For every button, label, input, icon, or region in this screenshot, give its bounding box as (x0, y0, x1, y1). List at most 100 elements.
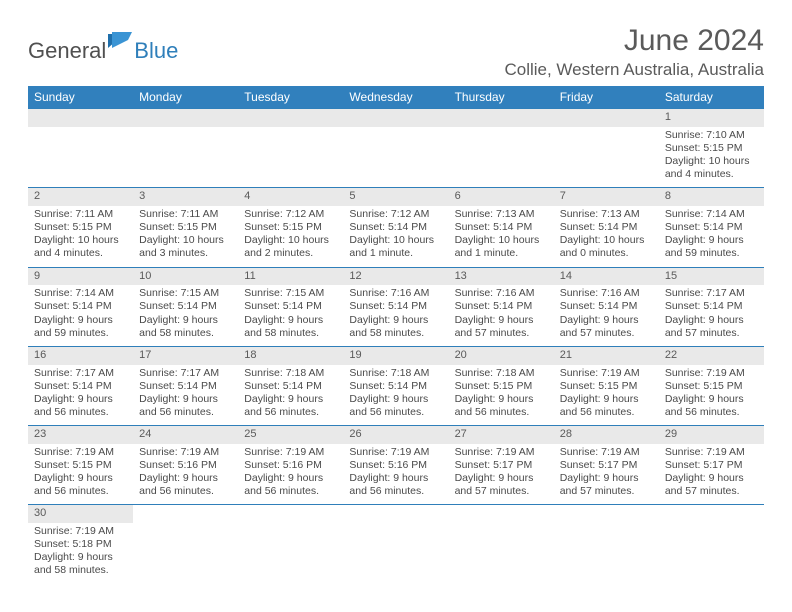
sunrise-text: Sunrise: 7:15 AM (139, 287, 232, 300)
sunset-text: Sunset: 5:15 PM (139, 221, 232, 234)
day-number: 20 (455, 349, 467, 361)
sunset-text: Sunset: 5:14 PM (349, 380, 442, 393)
daylight-text: Daylight: 9 hours (139, 472, 232, 485)
day-number: 28 (560, 428, 572, 440)
daylight-text: and 59 minutes. (34, 327, 127, 340)
sunset-text: Sunset: 5:14 PM (665, 221, 758, 234)
daylight-text: and 56 minutes. (139, 406, 232, 419)
daylight-text: and 56 minutes. (349, 485, 442, 498)
day-number: 4 (244, 190, 250, 202)
sunset-text: Sunset: 5:14 PM (455, 300, 548, 313)
day-number: 26 (349, 428, 361, 440)
daylight-text: and 57 minutes. (665, 485, 758, 498)
sunset-text: Sunset: 5:14 PM (455, 221, 548, 234)
sunrise-text: Sunrise: 7:15 AM (244, 287, 337, 300)
daylight-text: and 4 minutes. (665, 168, 758, 181)
day-number-cell: 6 (449, 188, 554, 206)
day-number: 16 (34, 349, 46, 361)
logo-flag-icon (108, 32, 134, 55)
daylight-text: Daylight: 9 hours (34, 551, 127, 564)
sunrise-text: Sunrise: 7:16 AM (455, 287, 548, 300)
sunset-text: Sunset: 5:14 PM (349, 300, 442, 313)
day-detail-row: Sunrise: 7:19 AMSunset: 5:18 PMDaylight:… (28, 523, 764, 584)
daylight-text: and 57 minutes. (560, 485, 653, 498)
title-block: June 2024 Collie, Western Australia, Aus… (504, 24, 764, 80)
daylight-text: Daylight: 9 hours (560, 393, 653, 406)
day-number: 15 (665, 270, 677, 282)
sunrise-text: Sunrise: 7:17 AM (665, 287, 758, 300)
day-number-row: 30 (28, 505, 764, 523)
sunrise-text: Sunrise: 7:17 AM (34, 367, 127, 380)
sunrise-text: Sunrise: 7:18 AM (244, 367, 337, 380)
day-number-cell: 1 (659, 109, 764, 127)
logo-text-blue: Blue (134, 38, 178, 64)
day-number: 2 (34, 190, 40, 202)
day-number-cell: 12 (343, 267, 448, 285)
weekday-header-row: Sunday Monday Tuesday Wednesday Thursday… (28, 86, 764, 109)
day-number-cell: 27 (449, 426, 554, 444)
day-number-cell (133, 109, 238, 127)
daylight-text: Daylight: 9 hours (34, 472, 127, 485)
sunset-text: Sunset: 5:16 PM (139, 459, 232, 472)
day-number: 27 (455, 428, 467, 440)
day-number-cell: 7 (554, 188, 659, 206)
day-detail-cell: Sunrise: 7:11 AMSunset: 5:15 PMDaylight:… (28, 206, 133, 267)
sunset-text: Sunset: 5:15 PM (34, 459, 127, 472)
day-number: 11 (244, 270, 255, 282)
day-detail-cell: Sunrise: 7:11 AMSunset: 5:15 PMDaylight:… (133, 206, 238, 267)
day-number-cell: 19 (343, 346, 448, 364)
day-detail-cell: Sunrise: 7:12 AMSunset: 5:14 PMDaylight:… (343, 206, 448, 267)
sunrise-text: Sunrise: 7:18 AM (349, 367, 442, 380)
daylight-text: and 58 minutes. (349, 327, 442, 340)
day-number-cell: 4 (238, 188, 343, 206)
day-number-cell (133, 505, 238, 523)
day-detail-cell: Sunrise: 7:14 AMSunset: 5:14 PMDaylight:… (28, 285, 133, 346)
sunrise-text: Sunrise: 7:11 AM (34, 208, 127, 221)
daylight-text: and 1 minute. (455, 247, 548, 260)
sunset-text: Sunset: 5:14 PM (34, 380, 127, 393)
daylight-text: Daylight: 9 hours (455, 393, 548, 406)
sunset-text: Sunset: 5:15 PM (244, 221, 337, 234)
day-detail-cell (554, 127, 659, 188)
daylight-text: Daylight: 10 hours (665, 155, 758, 168)
day-number-cell (659, 505, 764, 523)
day-number-row: 16171819202122 (28, 346, 764, 364)
day-detail-cell: Sunrise: 7:10 AMSunset: 5:15 PMDaylight:… (659, 127, 764, 188)
day-number-cell: 30 (28, 505, 133, 523)
location-subtitle: Collie, Western Australia, Australia (504, 60, 764, 80)
sunrise-text: Sunrise: 7:11 AM (139, 208, 232, 221)
sunrise-text: Sunrise: 7:12 AM (349, 208, 442, 221)
sunset-text: Sunset: 5:17 PM (665, 459, 758, 472)
daylight-text: Daylight: 9 hours (139, 314, 232, 327)
weekday-header: Sunday (28, 86, 133, 109)
day-detail-cell: Sunrise: 7:19 AMSunset: 5:15 PMDaylight:… (28, 444, 133, 505)
day-number-cell: 9 (28, 267, 133, 285)
day-number-cell: 8 (659, 188, 764, 206)
day-detail-cell: Sunrise: 7:12 AMSunset: 5:15 PMDaylight:… (238, 206, 343, 267)
day-detail-cell (133, 523, 238, 584)
day-detail-cell (133, 127, 238, 188)
daylight-text: and 57 minutes. (455, 485, 548, 498)
day-number-row: 23242526272829 (28, 426, 764, 444)
day-detail-cell: Sunrise: 7:18 AMSunset: 5:14 PMDaylight:… (238, 365, 343, 426)
day-number: 1 (665, 111, 671, 123)
day-number: 24 (139, 428, 151, 440)
weekday-header: Saturday (659, 86, 764, 109)
day-number-cell (343, 109, 448, 127)
day-number-cell: 21 (554, 346, 659, 364)
sunset-text: Sunset: 5:14 PM (349, 221, 442, 234)
day-number: 25 (244, 428, 256, 440)
day-number: 30 (34, 507, 46, 519)
daylight-text: Daylight: 9 hours (665, 393, 758, 406)
daylight-text: Daylight: 9 hours (560, 314, 653, 327)
day-number-cell (554, 505, 659, 523)
day-detail-cell: Sunrise: 7:19 AMSunset: 5:15 PMDaylight:… (554, 365, 659, 426)
day-detail-cell: Sunrise: 7:19 AMSunset: 5:18 PMDaylight:… (28, 523, 133, 584)
day-detail-cell: Sunrise: 7:19 AMSunset: 5:16 PMDaylight:… (343, 444, 448, 505)
weekday-header: Tuesday (238, 86, 343, 109)
daylight-text: and 56 minutes. (139, 485, 232, 498)
daylight-text: and 56 minutes. (244, 406, 337, 419)
daylight-text: and 56 minutes. (34, 485, 127, 498)
daylight-text: and 0 minutes. (560, 247, 653, 260)
sunset-text: Sunset: 5:16 PM (244, 459, 337, 472)
